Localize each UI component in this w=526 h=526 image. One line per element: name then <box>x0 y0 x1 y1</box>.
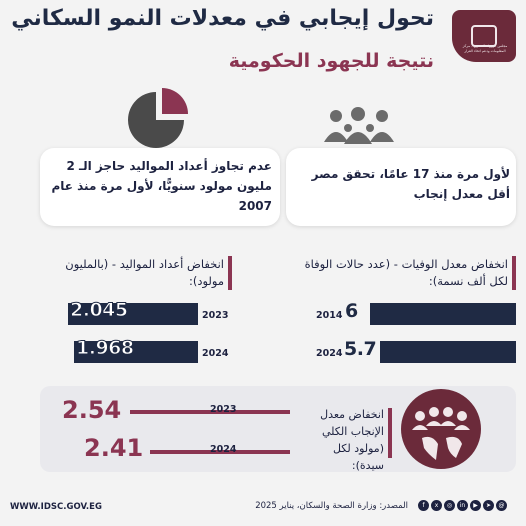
page-subtitle: نتيجة للجهود الحكومية <box>228 50 434 72</box>
deaths-accent <box>512 256 516 290</box>
footer-source: المصدر: وزارة الصحة والسكان، يناير 2025 <box>255 501 408 511</box>
deaths-year-2024: 2024 <box>316 348 343 359</box>
fact-text-births: عدم تجاوز أعداد المواليد حاجز الـ 2 مليو… <box>51 159 272 213</box>
linkedin-icon[interactable]: in <box>457 500 468 511</box>
people-circle-icon <box>398 388 484 470</box>
idsc-logo <box>452 10 516 62</box>
fertility-bar-2023 <box>130 410 290 414</box>
deaths-year-2014: 2014 <box>316 310 343 321</box>
telegram-icon[interactable]: ➤ <box>483 500 494 511</box>
fact-card-births <box>40 148 280 226</box>
logo-caption: مجلس الوزراء المصري - مركز المعلومات ودع… <box>462 44 508 53</box>
deaths-value-2014: 6 <box>345 300 358 322</box>
deaths-label: انخفاض معدل الوفيات - (عدد حالات الوفاة … <box>304 257 508 288</box>
births-value-2023: 2.045 <box>70 299 129 322</box>
fact-card-fertility <box>286 148 516 226</box>
threads-icon[interactable]: @ <box>496 500 507 511</box>
births-bar-2023 <box>68 303 198 325</box>
fertility-label: انخفاض معدل الإنجاب الكلي (مولود لكل سيد… <box>320 408 384 472</box>
fertility-value-2023: 2.54 <box>62 396 122 424</box>
fertility-year-2024: 2024 <box>210 444 237 455</box>
people-group-icon <box>314 102 410 150</box>
facebook-icon[interactable]: f <box>418 500 429 511</box>
youtube-icon[interactable]: ▶ <box>470 500 481 511</box>
births-value-2024: 1.968 <box>76 337 135 360</box>
births-bar-2024 <box>74 341 198 363</box>
fact-text-fertility: لأول مرة منذ 17 عامًا، تحقق مصر أقل معدل… <box>311 167 510 201</box>
births-year-2023: 2023 <box>202 310 229 321</box>
pie-chart-icon <box>120 84 200 152</box>
fertility-value-2024: 2.41 <box>84 434 144 462</box>
x-icon[interactable]: x <box>431 500 442 511</box>
page-title: تحول إيجابي في معدلات النمو السكاني <box>11 6 434 31</box>
deaths-value-2024: 5.7 <box>344 338 377 360</box>
births-label: انخفاض أعداد المواليد - (بالمليون مولود)… <box>65 257 224 288</box>
fertility-year-2023: 2023 <box>210 404 237 415</box>
footer-url[interactable]: WWW.IDSC.GOV.EG <box>10 502 102 512</box>
births-accent <box>228 256 232 290</box>
fertility-bar-2024 <box>150 450 290 454</box>
eagle-icon <box>471 25 497 47</box>
deaths-bar-2014 <box>370 303 516 325</box>
deaths-bar-2024 <box>380 341 516 363</box>
fertility-accent <box>388 408 392 458</box>
instagram-icon[interactable]: ◎ <box>444 500 455 511</box>
births-year-2024: 2024 <box>202 348 229 359</box>
